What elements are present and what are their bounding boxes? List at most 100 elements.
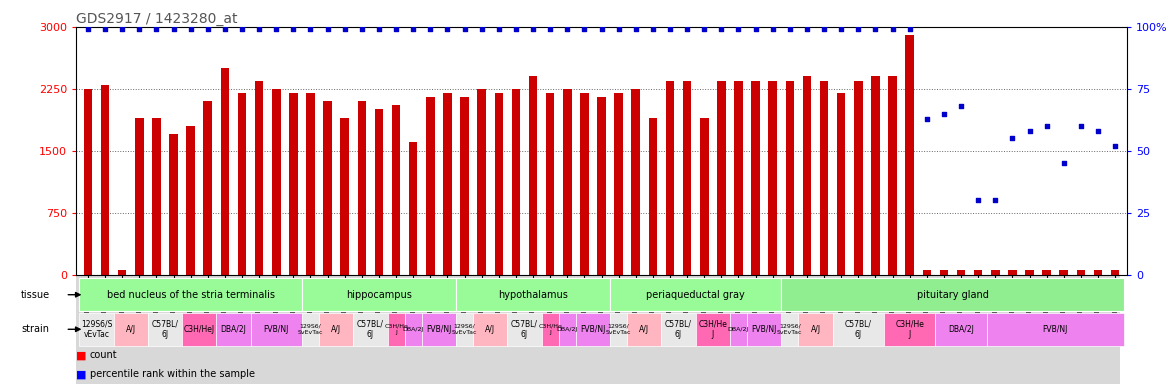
Bar	[974, 270, 982, 275]
Bar	[666, 81, 674, 275]
Text: C57BL/
6J: C57BL/ 6J	[152, 319, 179, 339]
Bar	[79, 278, 301, 311]
Bar	[884, 313, 936, 346]
Bar	[905, 35, 915, 275]
Text: DBA/2J: DBA/2J	[403, 327, 424, 332]
Point	[968, 197, 987, 204]
Bar	[113, 313, 148, 346]
Text: pituitary gland: pituitary gland	[917, 290, 988, 300]
Bar	[871, 76, 880, 275]
Text: hypothalamus: hypothalamus	[498, 290, 568, 300]
Point	[507, 26, 526, 32]
Bar	[84, 89, 92, 275]
Bar	[456, 313, 473, 346]
Bar	[781, 278, 1124, 311]
Bar	[597, 97, 606, 275]
Bar	[837, 93, 846, 275]
Bar	[936, 313, 987, 346]
Bar	[357, 101, 366, 275]
Point	[610, 26, 628, 32]
Text: C57BL/
6J: C57BL/ 6J	[510, 319, 538, 339]
Bar	[79, 313, 113, 346]
Bar	[353, 313, 388, 346]
Point	[644, 26, 662, 32]
Point	[335, 26, 354, 32]
Point	[420, 26, 439, 32]
Point	[883, 26, 902, 32]
Text: FVB/NJ: FVB/NJ	[264, 325, 288, 334]
Bar	[802, 76, 812, 275]
Text: C57BL/
6J: C57BL/ 6J	[665, 319, 693, 339]
Text: GDS2917 / 1423280_at: GDS2917 / 1423280_at	[76, 12, 237, 26]
Bar	[610, 278, 781, 311]
Text: 129S6/S
vEvTac: 129S6/S vEvTac	[81, 319, 112, 339]
Point	[438, 26, 457, 32]
Bar	[422, 313, 456, 346]
Point	[815, 26, 834, 32]
Bar	[288, 93, 298, 275]
Point	[96, 26, 114, 32]
Bar	[1042, 270, 1051, 275]
Bar	[319, 313, 353, 346]
Bar	[152, 118, 161, 275]
Point	[130, 26, 148, 32]
Bar	[545, 93, 555, 275]
Bar	[203, 101, 213, 275]
Bar	[730, 313, 748, 346]
Point	[232, 26, 251, 32]
Point	[712, 26, 731, 32]
Point	[369, 26, 388, 32]
Bar	[456, 278, 610, 311]
Bar	[820, 81, 828, 275]
Bar	[460, 97, 468, 275]
Bar	[494, 93, 503, 275]
Point	[301, 26, 320, 32]
Text: A/J: A/J	[331, 325, 341, 334]
Point	[266, 26, 285, 32]
Bar	[990, 270, 1000, 275]
Point	[592, 26, 611, 32]
Bar	[426, 97, 434, 275]
Point	[1055, 160, 1073, 166]
Point	[489, 26, 508, 32]
Text: C57BL/
6J: C57BL/ 6J	[844, 319, 871, 339]
Bar	[833, 313, 884, 346]
Point	[918, 116, 937, 122]
Bar	[340, 118, 349, 275]
Point	[934, 111, 953, 117]
Text: periaqueductal gray: periaqueductal gray	[646, 290, 745, 300]
Point	[181, 26, 200, 32]
Bar	[1111, 270, 1119, 275]
Text: C57BL/
6J: C57BL/ 6J	[357, 319, 384, 339]
Point	[472, 26, 491, 32]
Bar	[301, 278, 456, 311]
Text: ■: ■	[76, 350, 86, 360]
Text: bed nucleus of the stria terminalis: bed nucleus of the stria terminalis	[106, 290, 274, 300]
Bar	[1077, 270, 1085, 275]
Point	[1071, 123, 1090, 129]
Point	[165, 26, 183, 32]
Point	[147, 26, 166, 32]
Bar	[324, 101, 332, 275]
Point	[832, 26, 850, 32]
Bar	[255, 81, 264, 275]
Point	[1089, 128, 1107, 134]
Text: 129S6/
SvEvTac: 129S6/ SvEvTac	[606, 324, 632, 335]
Point	[250, 26, 269, 32]
Bar	[939, 270, 948, 275]
Bar	[404, 313, 422, 346]
Bar	[388, 313, 404, 346]
Point	[216, 26, 235, 32]
Point	[199, 26, 217, 32]
Text: 129S6/
SvEvTac: 129S6/ SvEvTac	[298, 324, 324, 335]
Text: A/J: A/J	[639, 325, 649, 334]
Point	[1003, 135, 1022, 141]
Text: 129S6/
SvEvTac: 129S6/ SvEvTac	[452, 324, 478, 335]
Bar	[735, 81, 743, 275]
Point	[284, 26, 303, 32]
FancyBboxPatch shape	[76, 275, 1120, 384]
Bar	[182, 313, 216, 346]
Bar	[238, 93, 246, 275]
Bar	[769, 81, 777, 275]
Text: hippocampus: hippocampus	[346, 290, 412, 300]
